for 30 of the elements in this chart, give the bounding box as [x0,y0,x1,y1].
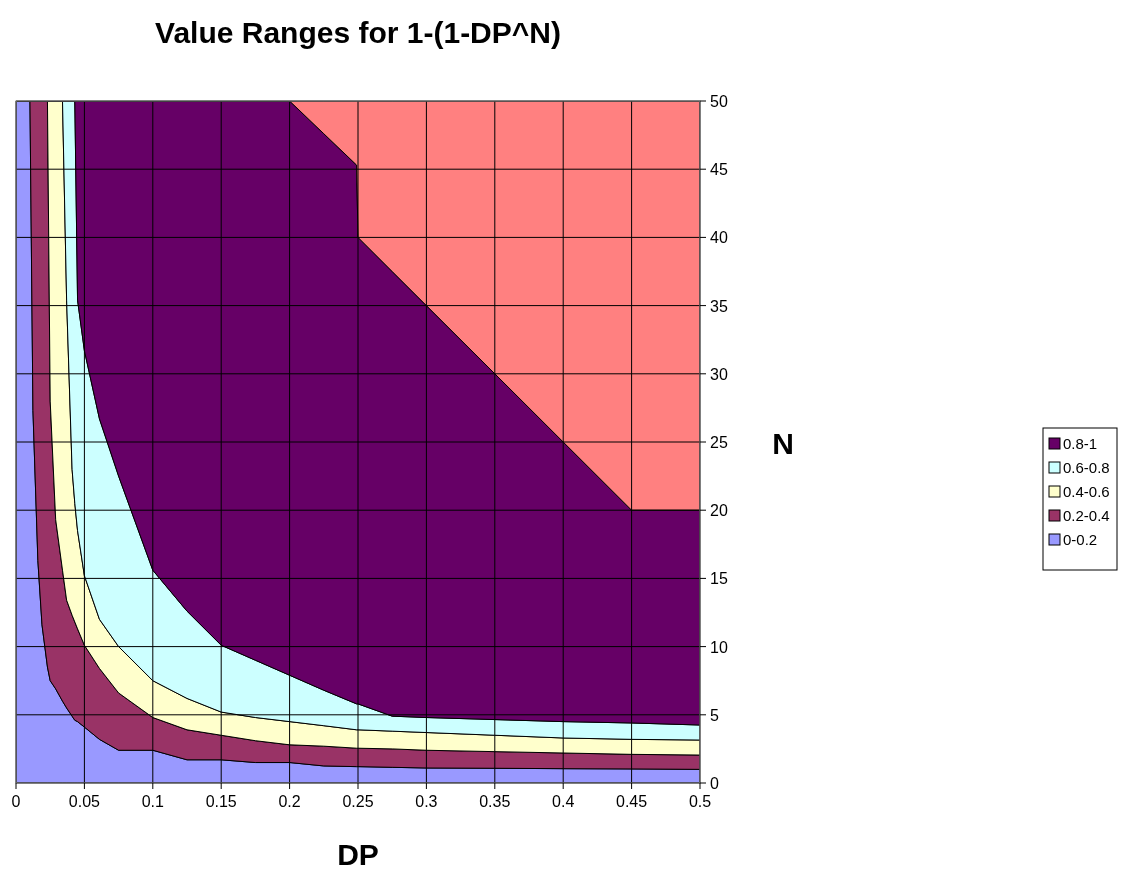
y-tick-label: 40 [710,229,728,247]
y-tick-label: 0 [710,775,719,792]
y-tick-label: 20 [710,502,728,520]
x-tick-label: 0.2 [278,793,301,810]
y-tick-label: 10 [710,638,728,656]
y-tick-label: 5 [710,706,719,724]
x-tick-label: 0.3 [415,793,438,810]
chart-title: Value Ranges for 1-(1-DP^N) [155,16,561,49]
y-tick-label: 30 [710,365,728,383]
y-tick-label: 15 [710,570,728,588]
x-tick-label: 0.4 [552,793,575,810]
y-tick-label: 50 [710,93,728,110]
legend-label: 0.2-0.4 [1063,507,1110,524]
x-tick-label: 0.5 [688,793,712,810]
y-tick-label: 25 [710,434,728,451]
x-tick-label: 0 [11,793,21,810]
legend-label: 0.8-1 [1063,435,1098,452]
legend-label: 0-0.2 [1063,531,1098,548]
x-axis-title: DP [337,838,379,869]
x-tick-label: 0.45 [616,793,648,810]
x-tick-label: 0.35 [479,793,511,810]
y-tick-label: 45 [710,161,728,179]
legend-label: 0.4-0.6 [1063,483,1110,500]
x-tick-label: 0.15 [205,793,237,810]
x-tick-label: 0.25 [342,793,374,810]
x-tick-label: 0.1 [141,793,165,810]
y-tick-label: 35 [710,297,728,315]
y-axis-title: N [772,427,794,460]
x-tick-label: 0.05 [68,793,101,810]
legend-label: 0.6-0.8 [1063,459,1110,476]
